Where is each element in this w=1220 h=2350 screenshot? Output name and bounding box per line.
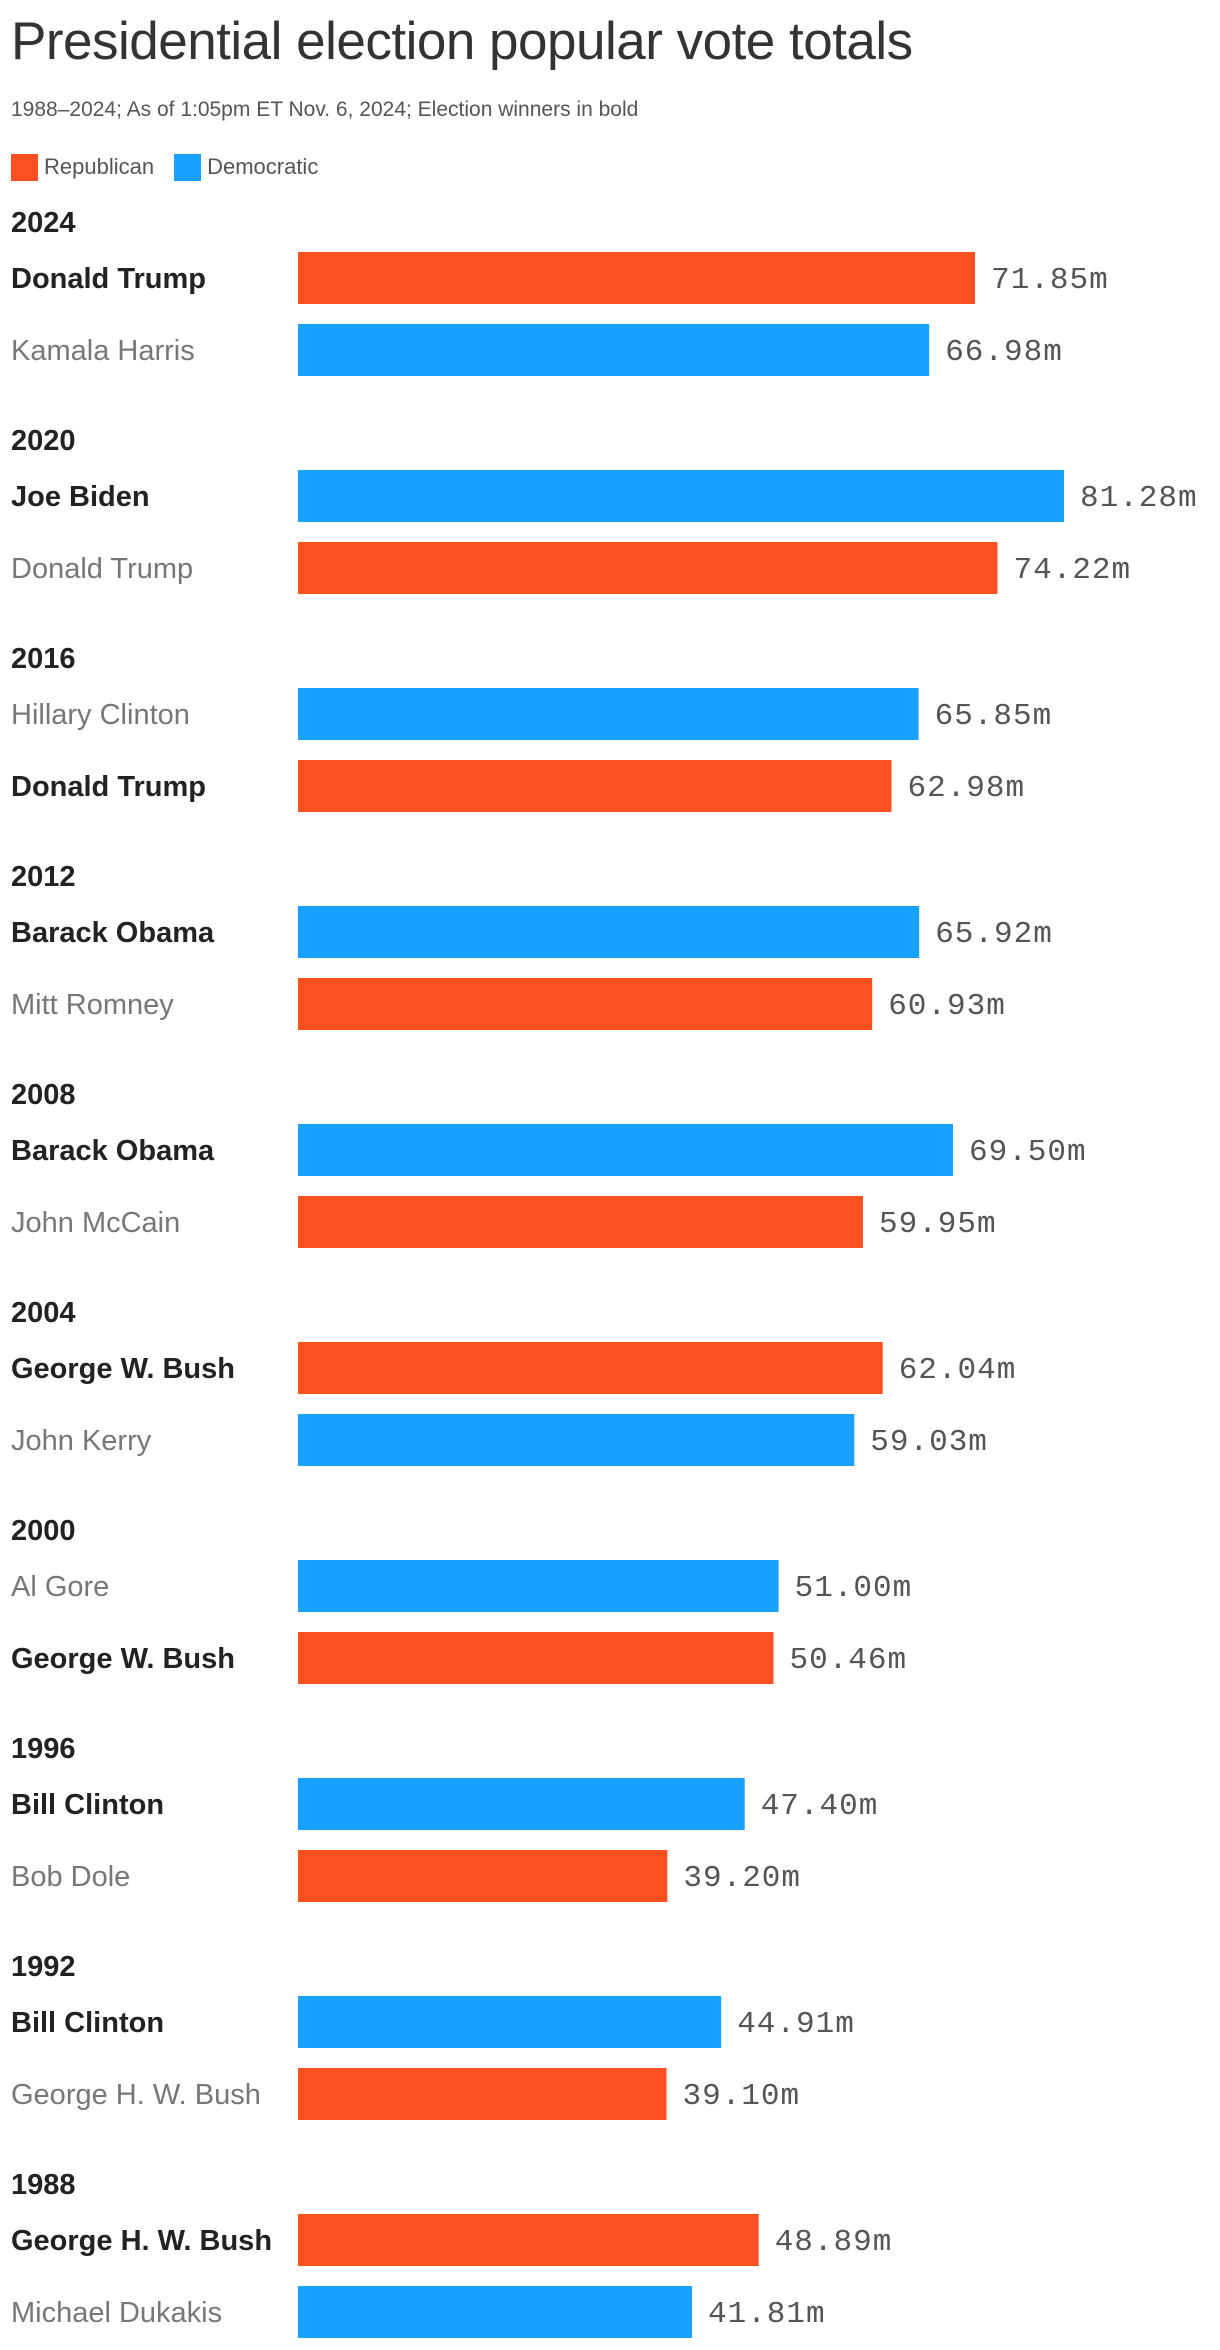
bar-2020-donald-trump [298, 542, 998, 594]
value-label: 48.89m [775, 2225, 893, 2260]
bar-2024-kamala-harris [298, 324, 930, 376]
year-label: 2024 [11, 207, 76, 239]
year-group-1988: 1988 George H. W. Bush 48.89m Michael Dukak… [11, 2169, 893, 2338]
candidate-label-george-w-bush: George W. Bush [11, 1643, 235, 1675]
chart-subtitle: 1988–2024; As of 1:05pm ET Nov. 6, 2024;… [11, 98, 639, 121]
legend-swatch-democratic [174, 153, 202, 181]
bar-1988-george-h-w-bush [298, 2214, 759, 2266]
value-label: 41.81m [708, 2297, 826, 2332]
year-group-2024: 2024 Donald Trump 71.85m Kamala Harris 66.98… [11, 207, 1109, 376]
legend-item-democratic: Democratic [174, 153, 319, 181]
chart-title: Presidential election popular vote total… [11, 12, 913, 71]
value-label: 69.50m [969, 1135, 1087, 1170]
value-label: 39.20m [683, 1861, 801, 1896]
year-label: 2008 [11, 1079, 76, 1111]
candidate-label-john-kerry: John Kerry [11, 1425, 152, 1457]
year-group-2012: 2012 Barack Obama 65.92m Mitt Romney 60.93m [11, 861, 1053, 1030]
value-label: 81.28m [1080, 481, 1198, 516]
year-label: 2020 [11, 425, 76, 457]
candidate-label-bill-clinton: Bill Clinton [11, 1789, 164, 1821]
legend-label-democratic: Democratic [207, 154, 319, 179]
year-group-2020: 2020 Joe Biden 81.28m Donald Trump 74.22m [11, 425, 1198, 594]
value-label: 65.85m [935, 699, 1053, 734]
legend-label-republican: Republican [44, 154, 155, 179]
candidate-label-donald-trump: Donald Trump [11, 553, 193, 585]
candidate-label-george-w-bush: George W. Bush [11, 1353, 235, 1385]
year-label: 1996 [11, 1733, 76, 1765]
bar-2000-george-w-bush [298, 1632, 774, 1684]
bar-2004-john-kerry [298, 1414, 855, 1466]
value-label: 65.92m [935, 917, 1053, 952]
value-label: 47.40m [761, 1789, 879, 1824]
bar-1988-michael-dukakis [298, 2286, 692, 2338]
bar-2008-john-mccain [298, 1196, 863, 1248]
bar-2012-barack-obama [298, 906, 920, 958]
value-label: 51.00m [795, 1571, 913, 1606]
candidate-label-al-gore: Al Gore [11, 1571, 109, 1603]
value-label: 71.85m [991, 263, 1109, 298]
year-group-2008: 2008 Barack Obama 69.50m John McCain 59.95m [11, 1079, 1087, 1248]
bar-2000-al-gore [298, 1560, 779, 1612]
value-label: 59.03m [870, 1425, 988, 1460]
candidate-label-kamala-harris: Kamala Harris [11, 335, 195, 367]
year-group-1992: 1992 Bill Clinton 44.91m George H. W. Bush 3… [11, 1951, 855, 2120]
bar-1996-bob-dole [298, 1850, 668, 1902]
value-label: 60.93m [888, 989, 1006, 1024]
year-group-2004: 2004 George W. Bush 62.04m John Kerry 59.03m [11, 1297, 1017, 1466]
candidate-label-donald-trump: Donald Trump [11, 263, 206, 295]
candidate-label-george-h-w-bush: George H. W. Bush [11, 2079, 261, 2111]
candidate-label-barack-obama: Barack Obama [11, 917, 215, 949]
value-label: 62.98m [908, 771, 1026, 806]
year-label: 1992 [11, 1951, 76, 1983]
year-group-2016: 2016 Hillary Clinton 65.85m Donald Trump 62.… [11, 643, 1053, 812]
bar-1992-george-h-w-bush [298, 2068, 667, 2120]
value-label: 59.95m [879, 1207, 997, 1242]
legend-item-republican: Republican [11, 153, 155, 181]
candidate-label-john-mccain: John McCain [11, 1207, 180, 1239]
candidate-label-mitt-romney: Mitt Romney [11, 989, 174, 1021]
bar-2012-mitt-romney [298, 978, 873, 1030]
bar-2008-barack-obama [298, 1124, 953, 1176]
year-label: 2012 [11, 861, 76, 893]
candidate-label-michael-dukakis: Michael Dukakis [11, 2297, 222, 2329]
year-group-2000: 2000 Al Gore 51.00m George W. Bush 50.46m [11, 1515, 913, 1684]
year-label: 1988 [11, 2169, 76, 2201]
candidate-label-donald-trump: Donald Trump [11, 771, 206, 803]
value-label: 39.10m [683, 2079, 801, 2114]
candidate-label-barack-obama: Barack Obama [11, 1135, 215, 1167]
value-label: 66.98m [945, 335, 1063, 370]
bar-2024-donald-trump [298, 252, 976, 304]
value-label: 74.22m [1014, 553, 1132, 588]
value-label: 62.04m [899, 1353, 1017, 1388]
bar-2004-george-w-bush [298, 1342, 883, 1394]
bar-1996-bill-clinton [298, 1778, 745, 1830]
candidate-label-bob-dole: Bob Dole [11, 1861, 130, 1893]
year-label: 2016 [11, 643, 76, 675]
year-label: 2004 [11, 1297, 76, 1329]
legend-swatch-republican [11, 153, 38, 181]
year-group-1996: 1996 Bill Clinton 47.40m Bob Dole 39.20m [11, 1733, 879, 1902]
bar-2020-joe-biden [298, 470, 1064, 522]
bar-2016-hillary-clinton [298, 688, 919, 740]
year-label: 2000 [11, 1515, 76, 1547]
value-label: 50.46m [790, 1643, 908, 1678]
candidate-label-bill-clinton: Bill Clinton [11, 2007, 164, 2039]
candidate-label-hillary-clinton: Hillary Clinton [11, 699, 190, 731]
bar-2016-donald-trump [298, 760, 892, 812]
chart-legend: Republican Democratic [11, 153, 338, 181]
candidate-label-george-h-w-bush: George H. W. Bush [11, 2225, 272, 2257]
candidate-label-joe-biden: Joe Biden [11, 481, 150, 513]
bar-1992-bill-clinton [298, 1996, 722, 2048]
value-label: 44.91m [737, 2007, 855, 2042]
